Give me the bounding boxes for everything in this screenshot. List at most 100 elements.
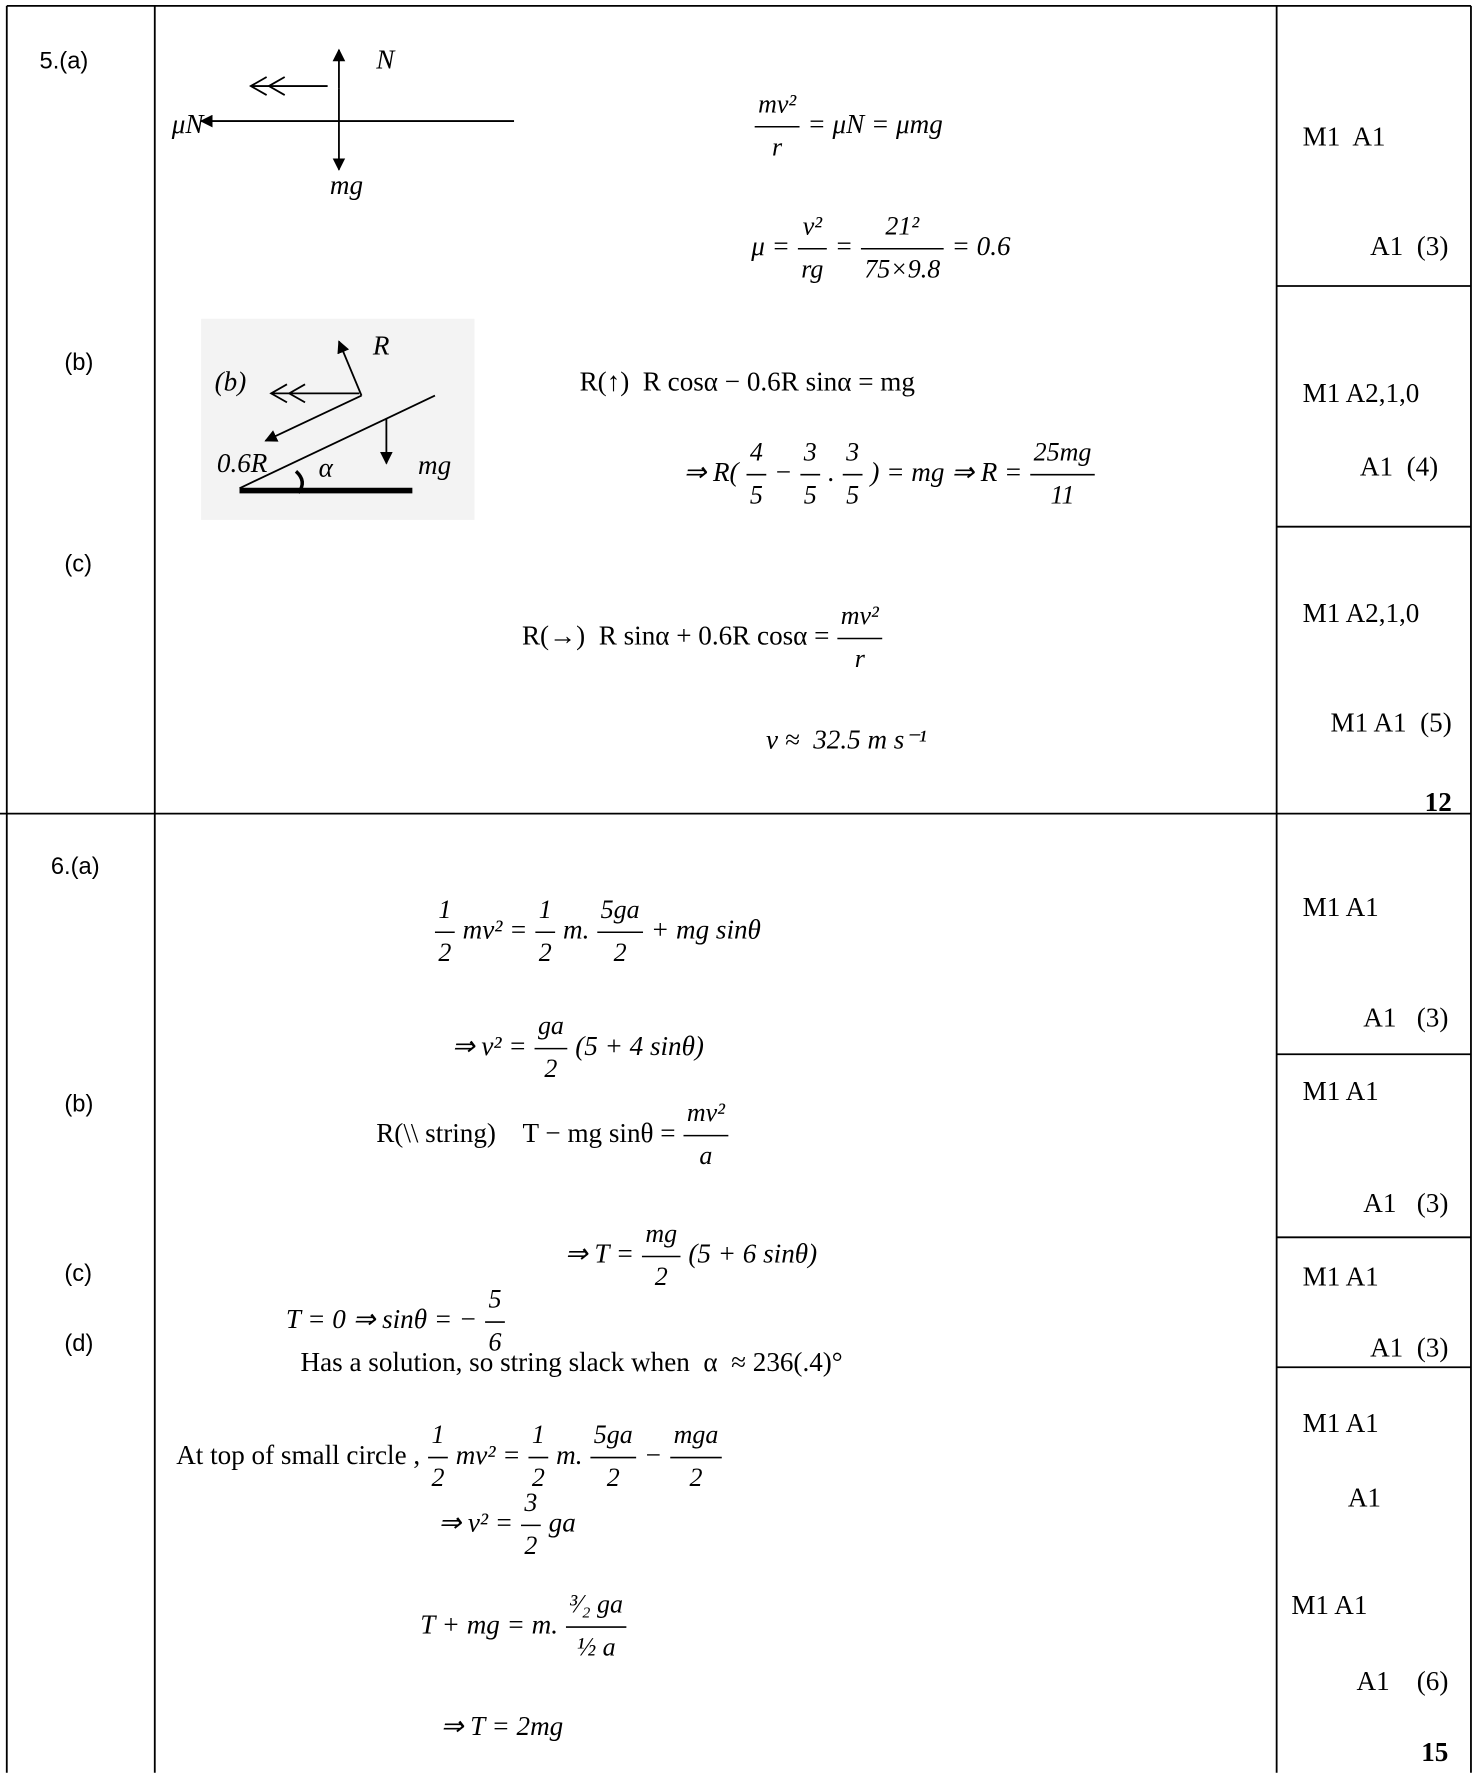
equation-text: ga — [549, 1508, 576, 1538]
fraction-denominator: 6 — [488, 1328, 501, 1357]
equation-text: . — [828, 457, 835, 487]
fraction-numerator: ³⁄₂ ga — [569, 1590, 623, 1619]
fraction-numerator: mv² — [841, 601, 880, 630]
equation-text: = — [835, 231, 853, 261]
equation-text: = μN = μmg — [807, 109, 942, 139]
fraction-numerator: 5 — [488, 1285, 501, 1314]
marks: M1 A1 — [1303, 1261, 1379, 1291]
force-label: (b) — [215, 367, 247, 397]
equation-text: ) = mg ⇒ R = — [868, 457, 1022, 487]
fraction-denominator: 2 — [438, 938, 451, 967]
fraction-numerator: 21² — [885, 211, 920, 240]
total-marks: 15 — [1421, 1737, 1448, 1767]
equation-text: ⇒ v² = — [438, 1508, 513, 1538]
equation-text: Has a solution, so string slack when α ≈… — [301, 1347, 843, 1377]
force-label: μN — [171, 109, 206, 139]
fraction-denominator: r — [772, 132, 783, 161]
force-diagram-a — [199, 48, 515, 171]
fraction-numerator: 3 — [523, 1488, 537, 1517]
marks: A1 (3) — [1363, 1003, 1448, 1033]
equation-text: R(↑) R cosα − 0.6R sinα = mg — [580, 367, 916, 397]
fraction-denominator: r — [855, 644, 866, 673]
force-label: α — [319, 452, 334, 482]
fraction-denominator: 2 — [544, 1054, 557, 1083]
fraction-numerator: 3 — [803, 437, 817, 466]
fraction-denominator: 2 — [532, 1463, 545, 1492]
marks: M1 A1 — [1303, 892, 1379, 922]
equation-text: (5 + 6 sinθ) — [688, 1239, 817, 1269]
fraction-numerator: 1 — [532, 1420, 545, 1449]
part-label: (c) — [64, 551, 92, 577]
force-label: mg — [418, 450, 451, 480]
fraction-numerator: 3 — [845, 437, 859, 466]
fraction-denominator: 2 — [614, 938, 627, 967]
equation-text: At top of small circle , — [176, 1440, 420, 1470]
total-marks: 12 — [1425, 787, 1452, 817]
part-label: 5.(a) — [40, 49, 89, 75]
force-label: mg — [330, 170, 363, 200]
equation-text: ⇒ T = 2mg — [441, 1711, 564, 1741]
fraction-denominator: a — [699, 1141, 712, 1170]
equation-text: + mg sinθ — [651, 914, 761, 944]
marks: M1 A1 — [1303, 121, 1386, 151]
equation-text: μ = — [750, 231, 790, 261]
part-label: (c) — [64, 1261, 92, 1287]
fraction-numerator: ga — [538, 1011, 564, 1040]
fraction-numerator: mga — [674, 1420, 719, 1449]
fraction-numerator: v² — [803, 211, 824, 240]
marks: A1 (4) — [1360, 451, 1438, 481]
fraction-numerator: 1 — [431, 1420, 444, 1449]
equation-text: T + mg = m. — [420, 1609, 558, 1639]
marks: M1 A1 — [1303, 1076, 1379, 1106]
fraction-numerator: mv² — [687, 1098, 726, 1127]
marks: A1 (6) — [1357, 1666, 1449, 1696]
force-label: N — [375, 45, 396, 75]
marks: A1 (3) — [1370, 231, 1448, 261]
part-label: (d) — [64, 1331, 93, 1357]
fraction-denominator: 5 — [846, 480, 859, 509]
fraction-denominator: 75×9.8 — [864, 254, 940, 283]
fraction-numerator: mg — [645, 1219, 677, 1248]
fraction-denominator: rg — [801, 254, 823, 283]
fraction-numerator: 4 — [750, 437, 763, 466]
fraction-numerator: 5ga — [601, 895, 640, 924]
marks: M1 A1 (5) — [1331, 708, 1452, 738]
equation-text: R(\\ string) T − mg sinθ = — [376, 1118, 675, 1148]
fraction-denominator: 5 — [804, 480, 817, 509]
part-label: 6.(a) — [51, 854, 100, 880]
marks: M1 A1 — [1291, 1590, 1367, 1620]
marks: A1 — [1348, 1483, 1381, 1513]
equation-text: ⇒ R( — [684, 457, 741, 487]
force-label: 0.6R — [217, 448, 268, 478]
equation-text: m. — [556, 1440, 582, 1470]
equation-text: ⇒ T = — [565, 1239, 634, 1269]
marks: A1 (3) — [1370, 1332, 1448, 1362]
equation-text: mv² = — [456, 1440, 521, 1470]
fraction-numerator: mv² — [758, 89, 797, 118]
marks: A1 (3) — [1363, 1188, 1448, 1218]
part-label: (b) — [64, 350, 93, 376]
force-label: R — [372, 330, 390, 360]
equation-text: R(→) R sinα + 0.6R cosα = — [522, 621, 830, 651]
equation-text: − — [774, 457, 792, 487]
equation-text: − — [644, 1440, 662, 1470]
marks: M1 A1 — [1303, 1408, 1379, 1438]
fraction-denominator: ½ a — [577, 1633, 616, 1662]
fraction-denominator: 2 — [690, 1463, 703, 1492]
marks: M1 A2,1,0 — [1303, 598, 1420, 628]
equation-text: = 0.6 — [952, 231, 1011, 261]
fraction-numerator: 25mg — [1034, 437, 1092, 466]
equation-text: ⇒ v² = — [452, 1031, 527, 1061]
fraction-denominator: 2 — [524, 1531, 537, 1560]
fraction-denominator: 11 — [1050, 480, 1074, 509]
equation-text: (5 + 4 sinθ) — [575, 1031, 704, 1061]
fraction-numerator: 5ga — [594, 1420, 633, 1449]
fraction-denominator: 5 — [750, 480, 763, 509]
equation-text: mv² = — [463, 914, 528, 944]
table-lines — [0, 4, 1472, 1773]
equation-text: m. — [563, 914, 589, 944]
fraction-numerator: 1 — [438, 895, 451, 924]
fraction-denominator: 2 — [607, 1463, 620, 1492]
equation-text: T = 0 ⇒ sinθ = − — [286, 1304, 477, 1334]
